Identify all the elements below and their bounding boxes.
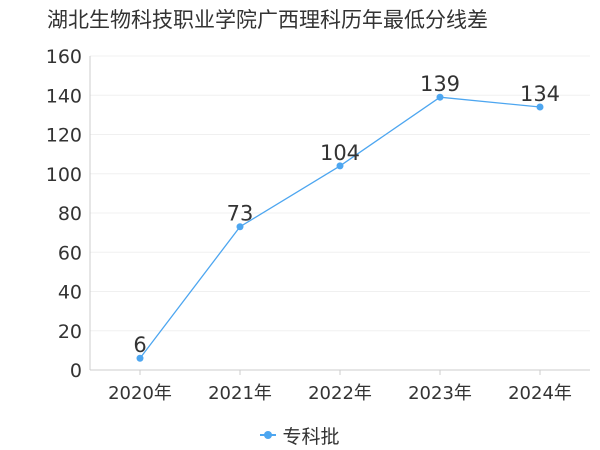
data-label: 6 bbox=[133, 333, 146, 357]
legend-label: 专科批 bbox=[282, 425, 340, 448]
y-tick-label: 100 bbox=[46, 164, 82, 186]
x-tick-labels: 2020年 2021年 2022年 2023年 2024年 bbox=[108, 370, 572, 404]
series-line-layer bbox=[139, 96, 541, 359]
x-tick-label: 2024年 bbox=[508, 383, 572, 404]
legend-line-marker-icon bbox=[260, 431, 277, 439]
y-tick-labels: 0 20 40 60 80 100 120 140 160 bbox=[46, 46, 82, 382]
legend-item-zhuankepi[interactable]: 专科批 bbox=[260, 422, 340, 449]
x-tick-label: 2022年 bbox=[308, 383, 372, 404]
y-tick-label: 80 bbox=[58, 203, 82, 225]
x-tick-label: 2020年 bbox=[108, 383, 172, 404]
data-point[interactable] bbox=[136, 354, 144, 362]
y-tick-label: 60 bbox=[58, 242, 82, 264]
data-label: 139 bbox=[420, 72, 460, 96]
x-tick-label: 2023年 bbox=[408, 383, 472, 404]
data-point[interactable] bbox=[536, 103, 544, 111]
y-tick-label: 140 bbox=[46, 85, 82, 107]
chart-title: 湖北生物科技职业学院广西理科历年最低分线差 bbox=[47, 8, 488, 32]
data-label: 134 bbox=[520, 82, 560, 106]
data-points bbox=[136, 93, 544, 362]
data-label: 104 bbox=[320, 141, 360, 165]
y-tick-label: 160 bbox=[46, 46, 82, 68]
y-tick-label: 40 bbox=[58, 282, 82, 304]
data-label: 73 bbox=[227, 202, 254, 226]
data-point[interactable] bbox=[436, 93, 444, 101]
legend: 专科批 bbox=[0, 419, 600, 449]
y-tick-label: 120 bbox=[46, 125, 82, 147]
y-tick-label: 20 bbox=[58, 321, 82, 343]
series-line bbox=[139, 96, 541, 359]
grid-lines bbox=[90, 55, 590, 332]
data-labels: 6 73 104 139 134 bbox=[133, 72, 560, 357]
data-point[interactable] bbox=[336, 162, 344, 170]
data-point[interactable] bbox=[236, 223, 244, 231]
y-tick-label: 0 bbox=[70, 360, 82, 382]
x-tick-label: 2021年 bbox=[208, 383, 272, 404]
